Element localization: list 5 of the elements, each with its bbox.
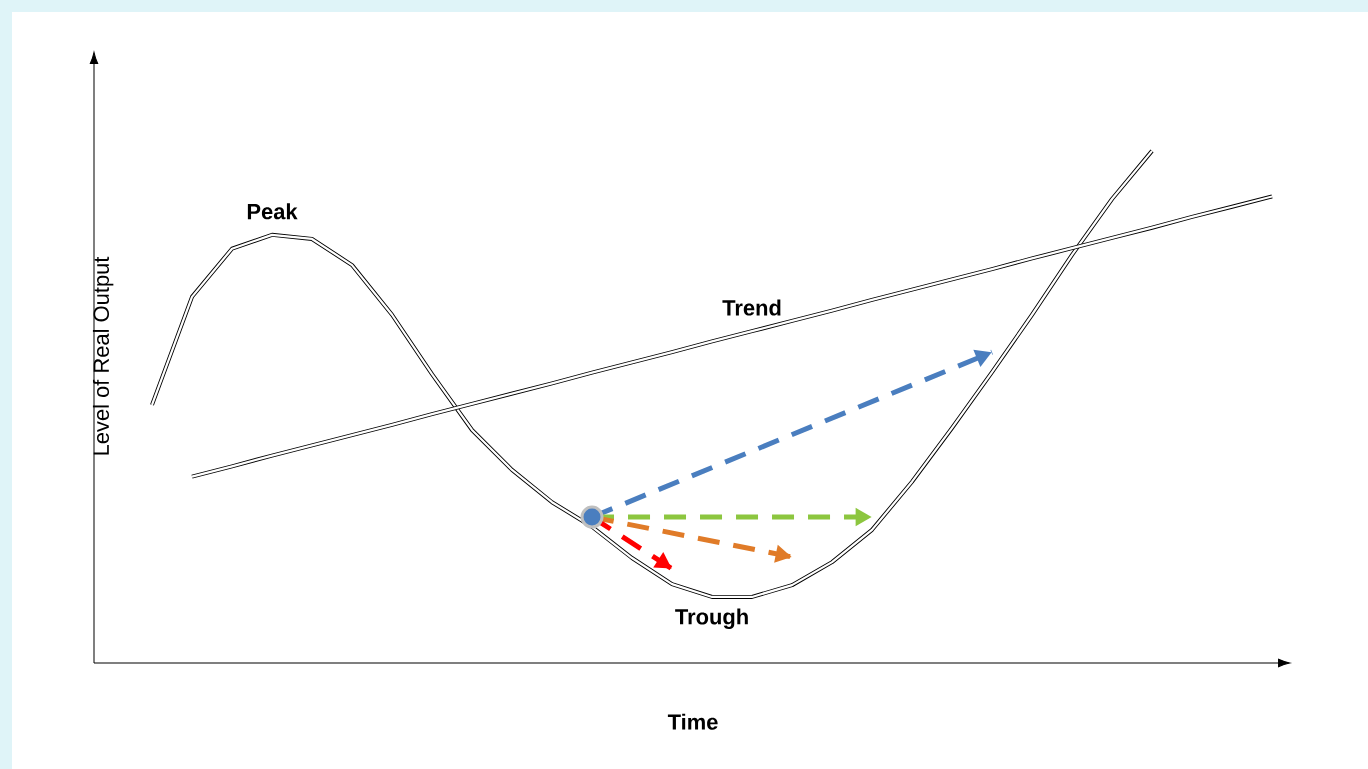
annotation: Peak [247, 203, 298, 220]
y-axis-title: Level of Real Output [92, 256, 114, 455]
x-axis-title: Time [667, 713, 718, 730]
annotation: Trend [722, 299, 781, 316]
annotation: Trough [675, 608, 748, 629]
